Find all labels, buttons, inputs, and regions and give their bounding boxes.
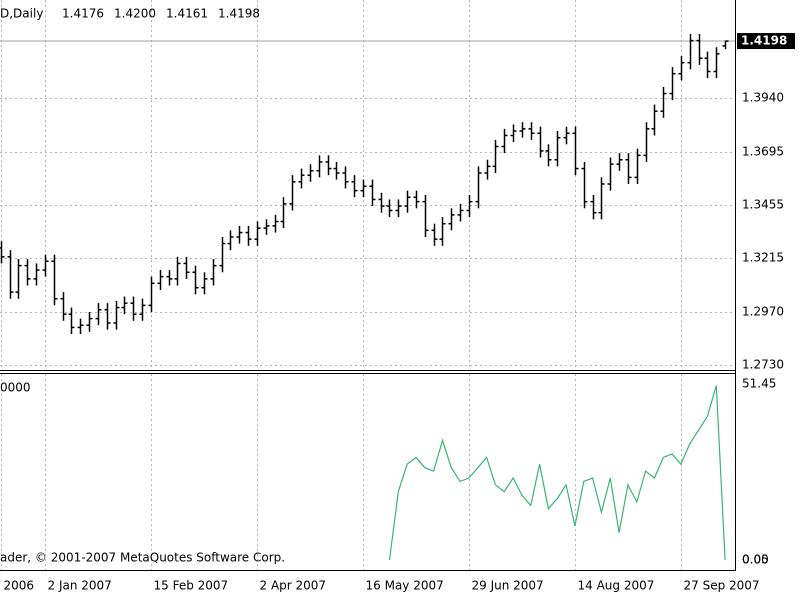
y-tick-label: 51.45	[742, 377, 776, 391]
x-tick-label: 29 Jun 2007	[472, 579, 544, 593]
y-tick-label: 1.2730	[742, 357, 784, 371]
x-tick-label: 15 Feb 2007	[154, 579, 229, 593]
last-price-label: 1.4198	[741, 34, 787, 48]
marks-layer	[0, 33, 729, 561]
quote-open: 1.4176	[62, 7, 104, 21]
x-tick-label: 16 May 2007	[366, 579, 444, 593]
quote-low: 1.4161	[166, 7, 208, 21]
x-tick-label: 2 Apr 2007	[260, 579, 327, 593]
y-tick-label: 1.2970	[742, 304, 784, 318]
x-tick-label: 2006	[4, 579, 35, 593]
quote-close: 1.4198	[218, 7, 260, 21]
y-tick-label: 0.00	[742, 553, 769, 567]
chart-title: D,Daily	[0, 7, 43, 21]
copyright: ader, © 2001-2007 MetaQuotes Software Co…	[0, 551, 285, 565]
x-tick-label: 2 Jan 2007	[48, 579, 112, 593]
y-tick-label: 1.3940	[742, 90, 784, 104]
last-price-box	[737, 33, 795, 50]
x-tick-label: 27 Sep 2007	[684, 579, 760, 593]
quote-high: 1.4200	[114, 7, 156, 21]
y-tick-label: 0.05	[742, 552, 769, 566]
indicator-title: 0000	[0, 381, 31, 395]
x-tick-label: 14 Aug 2007	[578, 579, 655, 593]
y-tick-label: 1.3695	[742, 145, 784, 159]
y-tick-label: 1.3455	[742, 197, 784, 211]
indicator-line	[388, 385, 726, 561]
y-tick-label: 1.3215	[742, 250, 784, 264]
